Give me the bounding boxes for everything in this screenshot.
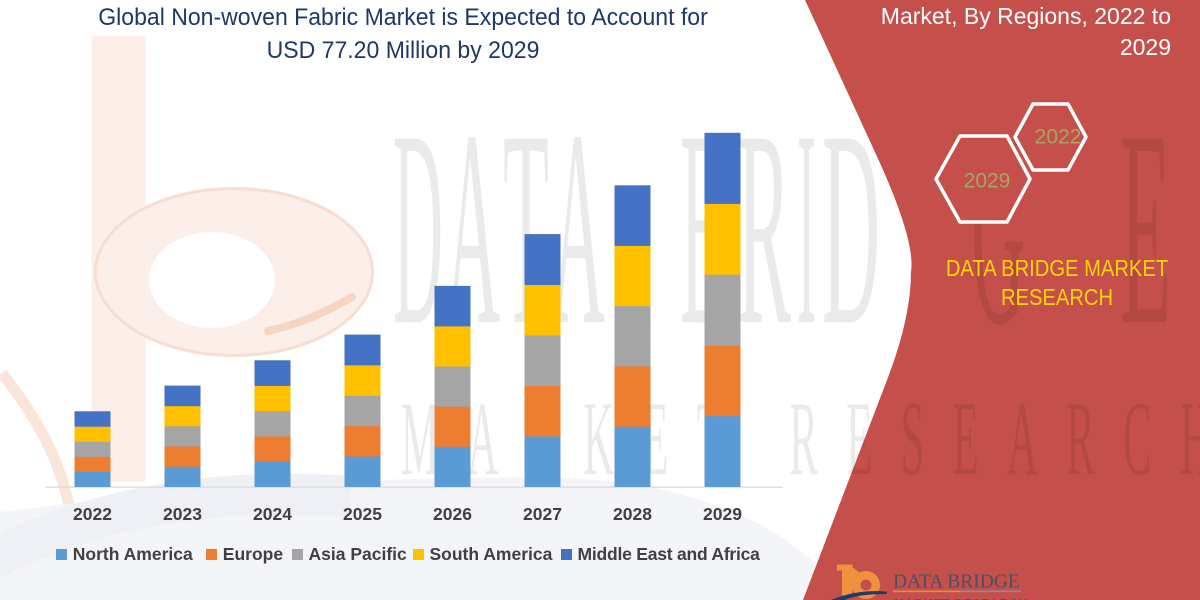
svg-text:E: E xyxy=(1120,72,1171,383)
svg-text:DATA BRIDGE: DATA BRIDGE xyxy=(893,572,1020,593)
svg-text:2022: 2022 xyxy=(1035,126,1082,149)
svg-text:G: G xyxy=(971,72,1025,383)
svg-text:MARKET RESEARCH: MARKET RESEARCH xyxy=(894,597,1028,600)
svg-text:D: D xyxy=(822,72,880,383)
svg-text:I: I xyxy=(797,72,816,383)
svg-text:R: R xyxy=(737,72,791,383)
svg-text:2029: 2029 xyxy=(964,170,1011,193)
svg-text:MARKET RESEARCH: MARKET RESEARCH xyxy=(401,380,1200,497)
